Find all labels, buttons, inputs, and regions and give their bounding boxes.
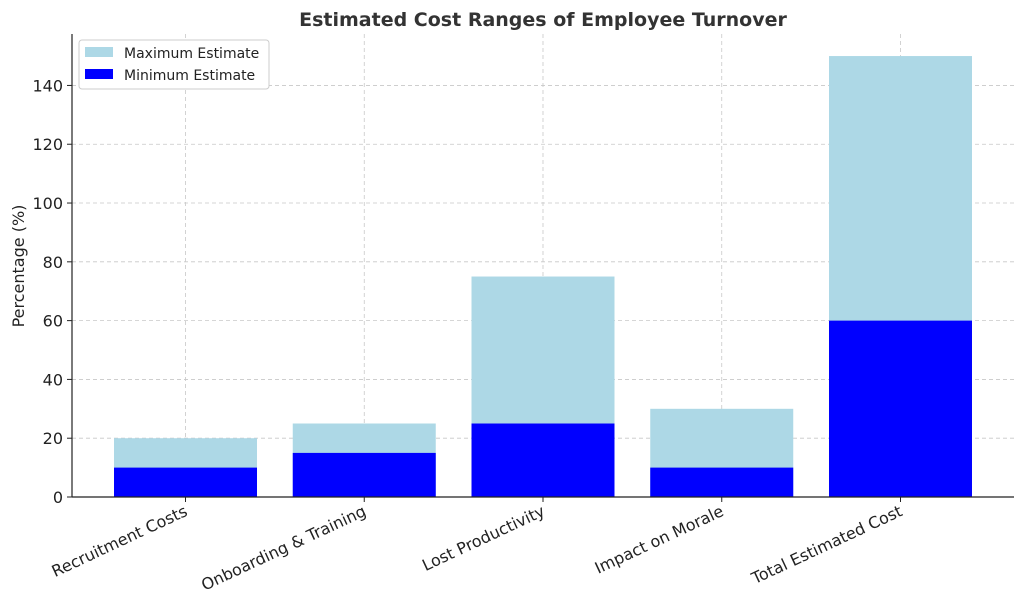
y-tick-label: 20 <box>43 429 63 448</box>
y-tick-label: 0 <box>53 488 63 507</box>
x-tick-label: Impact on Morale <box>592 501 727 577</box>
chart-title: Estimated Cost Ranges of Employee Turnov… <box>299 9 787 31</box>
legend-label: Maximum Estimate <box>124 46 259 62</box>
x-tick-label: Total Estimated Cost <box>748 501 906 588</box>
bars <box>114 56 972 498</box>
y-tick-label: 120 <box>32 135 63 154</box>
bar-minimum-estimate <box>828 320 972 497</box>
x-tick-label: Onboarding & Training <box>198 501 369 594</box>
y-axis-label: Percentage (%) <box>9 205 28 328</box>
x-tick-label: Lost Productivity <box>419 501 548 574</box>
y-tick-label: 100 <box>32 194 63 213</box>
legend-label: Minimum Estimate <box>124 68 255 84</box>
y-tick-label: 140 <box>32 76 63 95</box>
y-tick-label: 80 <box>43 253 63 272</box>
legend: Maximum Estimate Minimum Estimate <box>78 39 270 90</box>
legend-swatch <box>85 69 113 79</box>
bar-minimum-estimate <box>292 452 436 497</box>
y-tick-label: 60 <box>43 312 63 331</box>
x-tick-label: Recruitment Costs <box>49 501 191 580</box>
y-tick-label: 40 <box>43 370 63 389</box>
legend-swatch <box>85 47 113 57</box>
bar-minimum-estimate <box>114 467 258 497</box>
legend-box <box>78 39 270 90</box>
bar-minimum-estimate <box>471 423 615 497</box>
bar-minimum-estimate <box>650 467 794 497</box>
